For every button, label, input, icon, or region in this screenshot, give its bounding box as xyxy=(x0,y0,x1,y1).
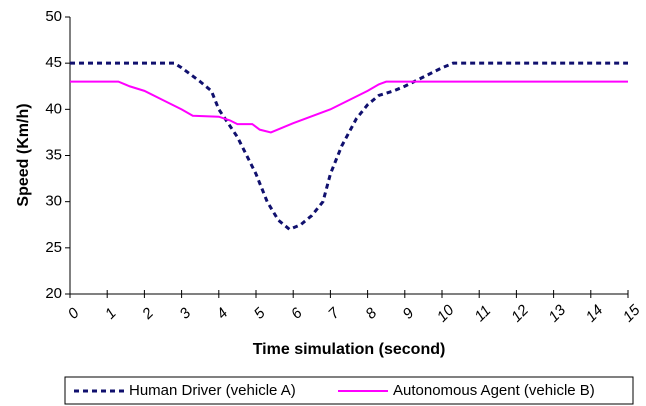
y-tick-label: 20 xyxy=(45,285,62,302)
x-tick-label: 11 xyxy=(471,302,494,325)
y-tick-label: 50 xyxy=(45,8,62,25)
y-tick-label: 30 xyxy=(45,193,62,210)
x-tick-label: 9 xyxy=(399,304,417,322)
x-tick-label: 1 xyxy=(102,305,120,323)
y-tick-label: 35 xyxy=(45,146,62,163)
legend-label: Autonomous Agent (vehicle B) xyxy=(393,382,595,399)
x-tick-label: 10 xyxy=(434,301,458,325)
x-tick-label: 0 xyxy=(65,304,83,322)
x-tick-label: 6 xyxy=(288,304,306,322)
x-tick-label: 3 xyxy=(176,304,194,322)
x-tick-label: 15 xyxy=(620,301,644,325)
line-series xyxy=(70,61,628,232)
x-axis-title: Time simulation (second) xyxy=(253,341,446,358)
x-tick-label: 14 xyxy=(583,302,607,326)
x-tick-label: 5 xyxy=(251,304,269,322)
x-tick-label: 2 xyxy=(138,304,157,323)
x-tick-label: 8 xyxy=(362,304,380,322)
x-tick-label: 7 xyxy=(325,304,343,322)
y-tick-label: 40 xyxy=(45,100,62,117)
x-tick-label: 4 xyxy=(213,305,231,323)
x-tick-label: 12 xyxy=(508,301,532,325)
y-axis-title: Speed (Km/h) xyxy=(15,103,32,206)
y-tick-label: 25 xyxy=(45,239,62,256)
legend-label: Human Driver (vehicle A) xyxy=(129,382,296,399)
x-tick-label: 13 xyxy=(545,301,569,325)
line-series xyxy=(70,80,628,134)
y-tick-label: 45 xyxy=(45,54,62,71)
legend-box xyxy=(64,376,634,405)
